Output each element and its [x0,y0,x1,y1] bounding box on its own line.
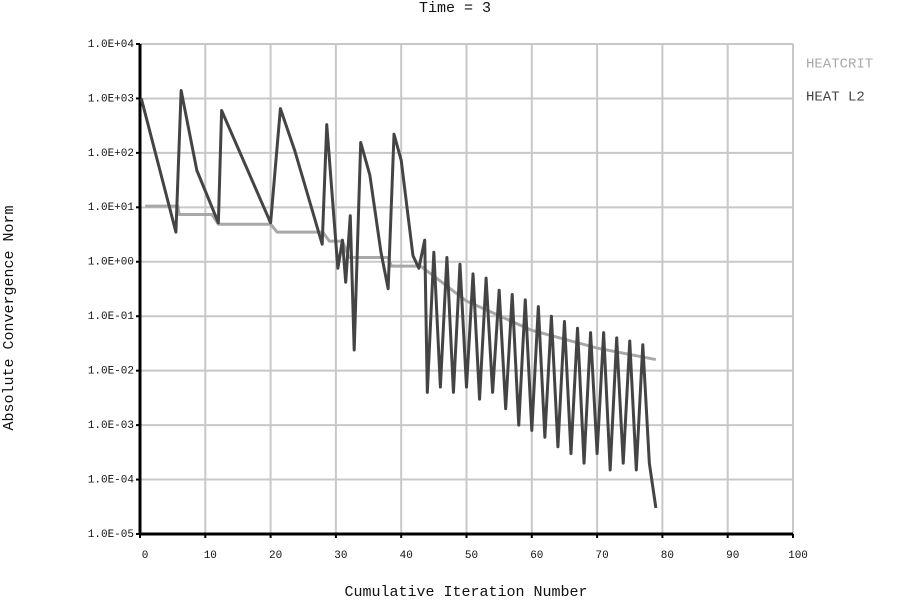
x-tick-label: 40 [400,550,413,562]
chart-title: Time = 3 [419,0,491,17]
y-tick-label: 1.0E+04 [88,39,135,51]
y-tick-label: 1.0E-03 [88,420,134,432]
x-tick-label: 80 [661,550,674,562]
y-axis-label: Absolute Convergence Norm [1,205,18,430]
x-tick-label: 50 [465,550,478,562]
series-line [139,88,658,509]
legend-label: HEAT L2 [806,90,865,106]
x-tick-label: 0 [142,550,149,562]
y-tick-label: 1.0E+01 [88,202,135,214]
y-tick-label: 1.0E+02 [88,148,134,160]
y-tick-label: 1.0E+03 [88,93,134,105]
y-tick-label: 1.0E+00 [88,257,134,269]
legend-label: HEATCRIT [806,57,873,73]
x-tick-label: 70 [595,550,608,562]
x-axis-label: Cumulative Iteration Number [344,584,587,600]
y-tick-label: 1.0E-01 [88,311,135,323]
x-tick-label: 30 [334,550,347,562]
x-tick-label: 100 [788,550,808,562]
x-tick-label: 90 [726,550,739,562]
x-tick-label: 10 [204,550,217,562]
x-tick-label: 20 [269,550,282,562]
x-tick-label: 60 [530,550,543,562]
y-tick-label: 1.0E-04 [88,474,135,486]
y-tick-label: 1.0E-05 [88,529,134,541]
y-tick-label: 1.0E-02 [88,366,134,378]
